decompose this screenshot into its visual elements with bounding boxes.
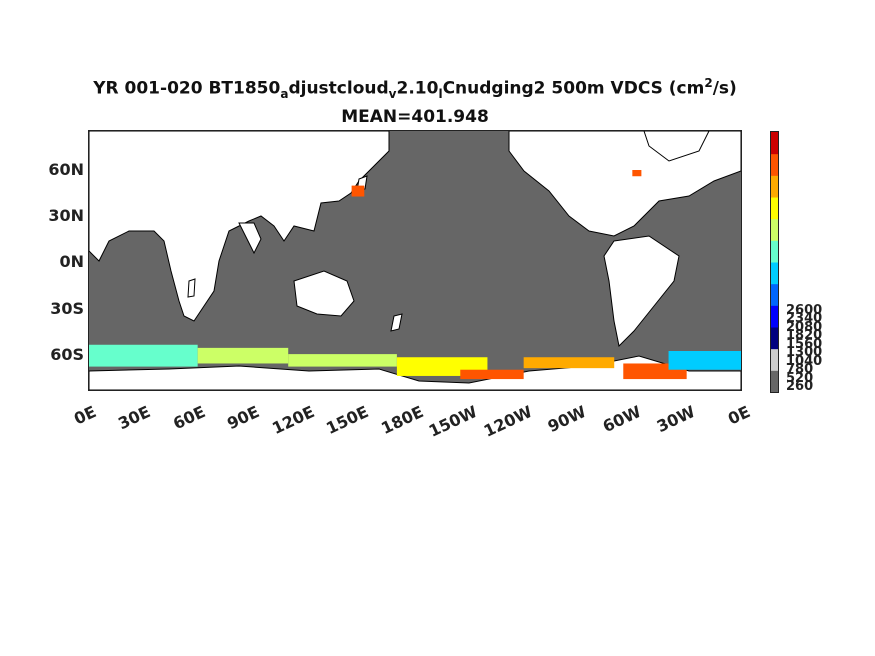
vdcs-region-5	[523, 357, 615, 369]
colorbar-tick-label: 2600	[786, 302, 823, 318]
x-tick-label: 30W	[653, 402, 699, 437]
map-plot-area	[88, 130, 742, 391]
x-tick-label: 120W	[480, 402, 536, 441]
colorbar-tick-label: 2080	[786, 319, 823, 335]
colorbar-tick-label: 1300	[786, 345, 823, 360]
landmass-south-america	[603, 235, 680, 348]
x-tick-label: 60E	[169, 402, 209, 434]
x-tick-label: 60W	[599, 402, 645, 437]
colorbar-segment-6	[771, 240, 778, 263]
landmass-greenland	[643, 131, 710, 162]
vdcs-region-8	[351, 185, 365, 197]
colorbar-segment-4	[771, 283, 778, 306]
x-tick-label: 0E	[725, 402, 754, 429]
colorbar-segment-9	[771, 175, 778, 198]
y-tick-label: 60N	[48, 160, 84, 179]
vdcs-region-1	[197, 347, 289, 364]
x-tick-label: 150E	[322, 402, 372, 438]
colorbar-segment-2	[771, 327, 778, 350]
vdcs-region-7	[668, 350, 741, 370]
landmass-north-america	[508, 131, 741, 237]
x-tick-label: 120E	[268, 402, 318, 438]
plot-title: YR 001-020 BT1850adjustcloudv2.10lCnudgi…	[93, 76, 737, 102]
x-tick-label: 180E	[377, 402, 427, 438]
colorbar-segment-7	[771, 218, 778, 241]
x-tick-label: 90W	[544, 402, 590, 437]
colorbar-tick-label: 2340	[786, 311, 823, 326]
colorbar-segment-10	[771, 153, 778, 176]
vdcs-region-4	[460, 369, 524, 380]
colorbar-tick-label: 780	[786, 362, 814, 377]
colorbar-segment-11	[771, 132, 778, 155]
colorbar-segment-1	[771, 348, 778, 371]
colorbar-gradient	[771, 132, 778, 393]
x-tick-label: 90E	[223, 402, 263, 434]
colorbar-segment-5	[771, 262, 778, 285]
vdcs-region-9	[632, 170, 642, 177]
map-canvas	[89, 131, 741, 390]
x-tick-label: 0E	[71, 402, 100, 429]
landmass-antarctica	[89, 355, 741, 390]
colorbar-tick-label: 1560	[786, 336, 823, 352]
y-tick-label: 30S	[50, 299, 84, 318]
colorbar-tick-label: 520	[786, 370, 814, 386]
landmass-australia	[293, 270, 355, 317]
colorbar-segment-8	[771, 197, 778, 220]
landmass-new-zealand	[390, 313, 403, 332]
landmass-india	[238, 222, 262, 255]
colorbar-tick-label: 1040	[786, 353, 823, 369]
landmass-madagascar	[187, 278, 196, 298]
plot-subtitle-mean: MEAN=401.948	[341, 107, 489, 127]
land-layer	[89, 131, 741, 390]
x-tick-label: 30E	[114, 402, 154, 434]
colorbar-segment-0	[771, 370, 778, 393]
y-tick-label: 30N	[48, 206, 84, 225]
colorbar-tick-label: 260	[786, 379, 814, 394]
vdcs-region-2	[288, 354, 397, 367]
y-tick-label: 60S	[50, 345, 84, 364]
vdcs-field	[89, 170, 741, 380]
x-tick-label: 150W	[425, 402, 481, 441]
colorbar	[770, 131, 779, 393]
vdcs-region-0	[89, 344, 198, 367]
colorbar-segment-3	[771, 305, 778, 328]
colorbar-tick-label: 1820	[786, 328, 823, 343]
y-tick-label: 0N	[59, 252, 84, 271]
